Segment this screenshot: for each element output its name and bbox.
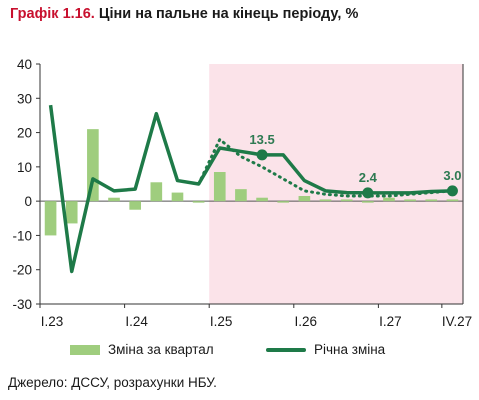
bar bbox=[65, 201, 78, 224]
bar bbox=[213, 172, 226, 202]
bar bbox=[256, 197, 268, 202]
bar bbox=[362, 201, 374, 203]
legend-item-bars: Зміна за квартал bbox=[70, 342, 214, 357]
legend-swatch-bars bbox=[70, 344, 100, 355]
bar bbox=[108, 197, 120, 202]
y-tick-label: -30 bbox=[12, 297, 32, 312]
forecast-band bbox=[209, 64, 463, 304]
bar bbox=[44, 201, 57, 236]
y-tick-label: 20 bbox=[17, 126, 32, 141]
y-tick-label: -10 bbox=[12, 228, 32, 243]
data-point-marker bbox=[256, 149, 268, 161]
chart-title-text: Ціни на пальне на кінець періоду, % bbox=[98, 6, 359, 22]
fuel-price-chart: 40 30 20 10 0 -10 -20 -30 I.23 I.24 I.25 I.26 I.27 IV… bbox=[12, 57, 472, 329]
y-tick-label: 40 bbox=[17, 57, 32, 72]
bar bbox=[150, 182, 163, 202]
annual-change-line bbox=[48, 104, 453, 274]
data-point-marker bbox=[362, 187, 374, 199]
legend-swatch-line bbox=[266, 347, 306, 352]
legend-item-line: Річна зміна bbox=[266, 342, 385, 357]
data-label: 2.4 bbox=[359, 170, 378, 185]
legend-label-line: Річна зміна bbox=[314, 342, 386, 357]
data-label: 13.5 bbox=[249, 132, 274, 147]
bar bbox=[235, 189, 247, 202]
source-note: Джерело: ДССУ, розрахунки НБУ. bbox=[8, 375, 217, 390]
legend-label-bars: Зміна за квартал bbox=[108, 342, 214, 357]
y-tick-label: 30 bbox=[17, 91, 32, 106]
y-tick-label: -20 bbox=[12, 263, 32, 278]
x-tick-label: I.24 bbox=[125, 314, 148, 329]
x-tick-label: I.23 bbox=[41, 314, 64, 329]
bar bbox=[340, 199, 353, 202]
bar bbox=[87, 129, 99, 202]
forecast-dotted-line bbox=[197, 137, 454, 198]
chart-title-number: Графік 1.16. bbox=[10, 6, 95, 22]
data-point-marker bbox=[446, 185, 458, 197]
bar bbox=[171, 192, 184, 202]
bar bbox=[425, 199, 438, 202]
x-tick-label: IV.27 bbox=[442, 314, 472, 329]
bar bbox=[192, 201, 205, 203]
bar bbox=[319, 199, 332, 202]
legend: Зміна за квартал Річна зміна bbox=[0, 342, 479, 364]
bar bbox=[298, 196, 311, 202]
x-tick-label: I.26 bbox=[295, 314, 318, 329]
x-tick-label: I.25 bbox=[210, 314, 233, 329]
data-label: 3.0 bbox=[443, 168, 461, 183]
y-tick-label: 10 bbox=[17, 160, 32, 175]
bar bbox=[404, 199, 416, 202]
bar bbox=[446, 199, 459, 202]
x-tick-label: I.27 bbox=[379, 314, 402, 329]
bar bbox=[383, 197, 395, 202]
bar bbox=[277, 201, 290, 203]
y-tick-label: 0 bbox=[24, 194, 32, 209]
bar bbox=[129, 201, 141, 210]
chart-title: Графік 1.16. Ціни на пальне на кінець пе… bbox=[10, 6, 358, 22]
